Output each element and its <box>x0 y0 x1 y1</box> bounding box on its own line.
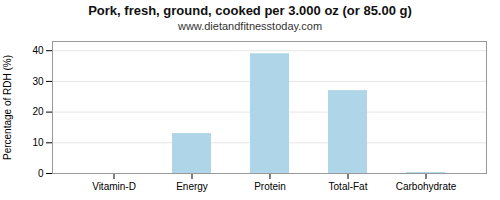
svg-text:Energy: Energy <box>176 181 208 192</box>
svg-text:0: 0 <box>38 168 44 179</box>
svg-text:Vitamin-D: Vitamin-D <box>92 181 136 192</box>
svg-text:20: 20 <box>32 106 44 117</box>
svg-text:Carbohydrate: Carbohydrate <box>396 181 457 192</box>
svg-text:Protein: Protein <box>254 181 286 192</box>
html-text:Pork, fresh, ground, cooked pe: Pork, fresh, ground, cooked per 3.000 oz… <box>88 3 412 18</box>
html-text:www.dietandfitnesstoday.com: www.dietandfitnesstoday.com <box>178 20 322 32</box>
svg-text:Percentage of RDH (%): Percentage of RDH (%) <box>2 55 13 160</box>
svg-text:10: 10 <box>32 137 44 148</box>
svg-text:30: 30 <box>32 76 44 87</box>
svg-text:40: 40 <box>32 45 44 56</box>
svg-text:Total-Fat: Total-Fat <box>329 181 368 192</box>
